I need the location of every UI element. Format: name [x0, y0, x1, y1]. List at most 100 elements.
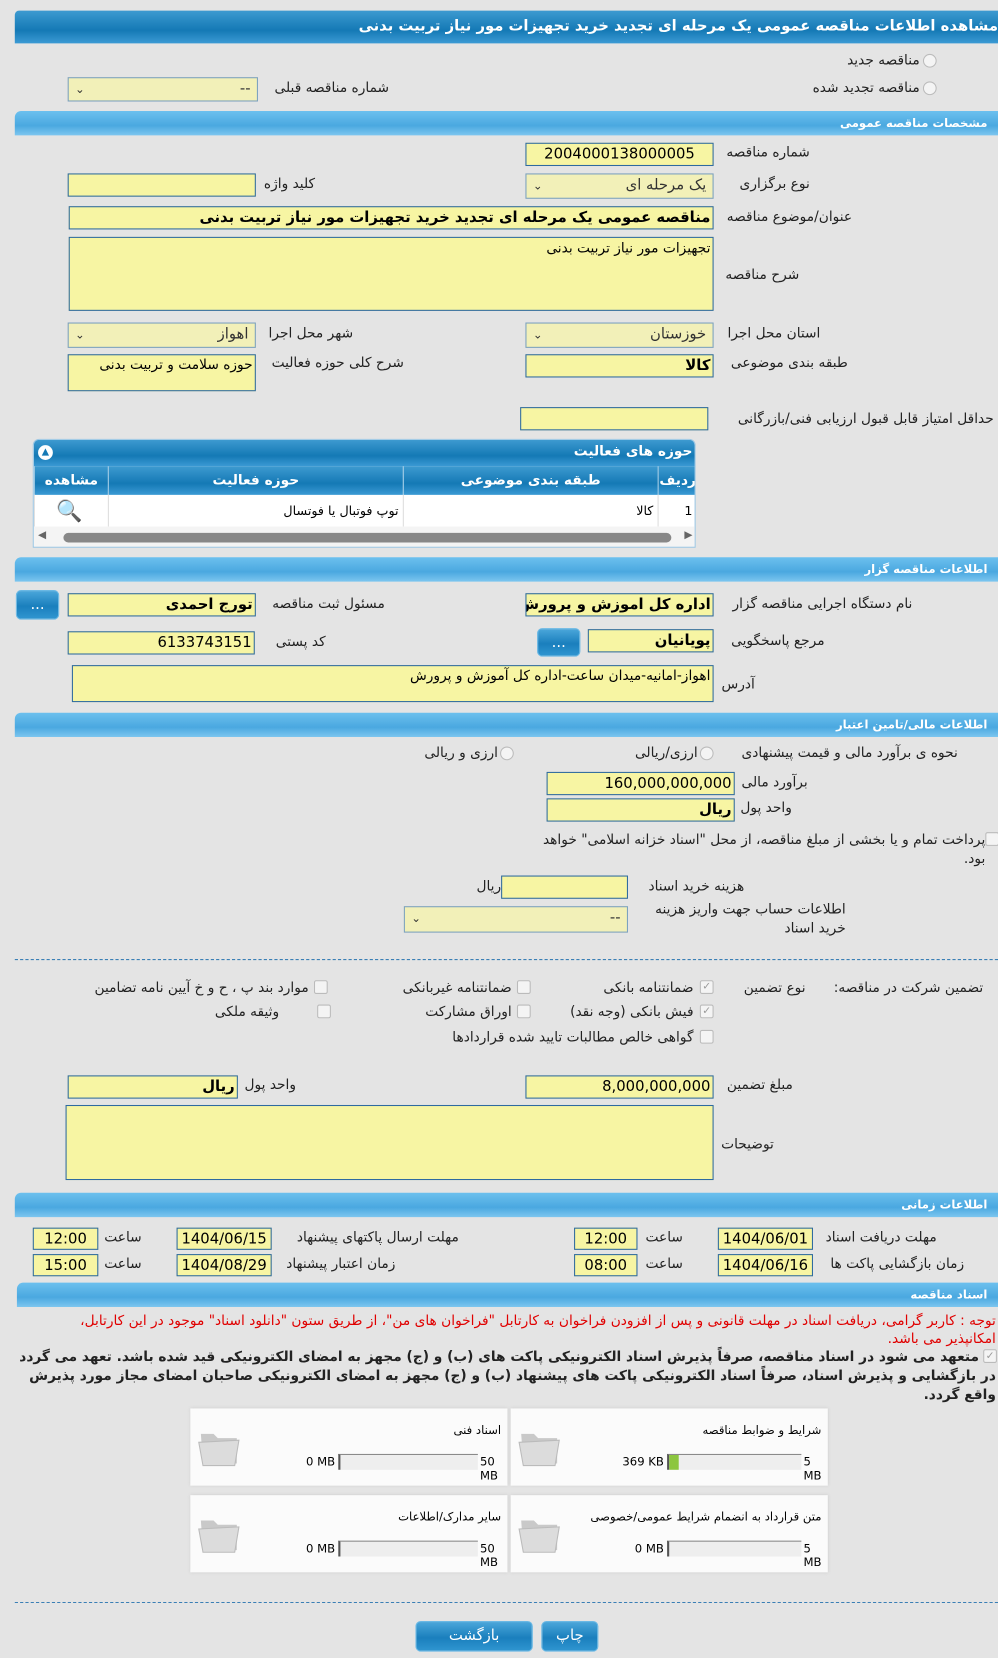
commitment-text: متعهد می شود در اسناد مناقصه، صرفاً پذیر… — [19, 1349, 996, 1404]
time-label: ساعت — [104, 1256, 142, 1273]
document-name: سایر مدارک/اطلاعات — [398, 1509, 502, 1524]
opening-time-field[interactable]: 08:00 — [574, 1254, 638, 1277]
currency-field[interactable]: ریال — [546, 798, 735, 822]
opening-field[interactable]: 1404/06/16 — [717, 1254, 813, 1277]
scroll-right-icon[interactable]: ▶ — [684, 529, 693, 542]
page-title-text: مشاهده اطلاعات مناقصه عمومی یک مرحله ای … — [358, 17, 998, 35]
notes-field[interactable] — [65, 1104, 714, 1181]
validity-field[interactable]: 1404/08/29 — [176, 1254, 272, 1277]
guarantee-amount-field[interactable]: 8,000,000,000 — [525, 1075, 714, 1099]
guarantee-option-regulation: موارد بند پ ، ح و خ آیین نامه تضامین — [94, 980, 309, 997]
document-card[interactable]: اسناد فنی 0 MB 50 MB — [190, 1408, 508, 1486]
guarantee-checkbox-property[interactable] — [317, 1004, 331, 1019]
opening-label: زمان بازگشایی پاکت ها — [830, 1256, 965, 1273]
collapse-icon[interactable]: ▲ — [38, 445, 53, 460]
organizer-label: نام دستگاه اجرایی مناقصه گزار — [732, 596, 913, 613]
tender-number-label: شماره مناقصه — [726, 144, 810, 161]
guarantee-option-nonbank: ضمانتنامه غیربانکی — [402, 980, 512, 997]
province-select[interactable]: خوزستان ⌄ — [525, 322, 714, 348]
doc-deadline-field[interactable]: 1404/06/01 — [717, 1227, 813, 1250]
guarantee-option-property: وثیقه ملکی — [214, 1004, 280, 1021]
account-label: اطلاعات حساب جهت واریز هزینه خرید اسناد — [655, 901, 846, 937]
guarantee-checkbox-regulation[interactable] — [313, 980, 328, 994]
keyword-label: کلید واژه — [263, 176, 316, 193]
tender-number-field[interactable]: 2004000138000005 — [525, 142, 714, 167]
city-select[interactable]: اهواز ⌄ — [67, 322, 256, 348]
document-card[interactable]: شرایط و ضوابط مناقصه 369 KB 5 MB — [510, 1408, 828, 1486]
chevron-down-icon: ⌄ — [75, 327, 85, 342]
guarantee-checkbox-receivables[interactable] — [699, 1029, 714, 1044]
guarantee-checkbox-bonds[interactable] — [516, 1004, 531, 1019]
document-name: متن قرارداد به انضمام شرایط عمومی/خصوصی — [590, 1509, 822, 1524]
min-score-label: حداقل امتیاز قابل قبول ارزیابی فنی/بازرگ… — [737, 411, 994, 428]
responsible-label: مسئول ثبت مناقصه — [272, 596, 385, 613]
renewed-tender-radio[interactable] — [922, 81, 937, 96]
currency-and-rial-radio[interactable] — [500, 746, 514, 761]
print-button[interactable]: چاپ — [541, 1620, 599, 1652]
submit-deadline-time-field[interactable]: 12:00 — [32, 1227, 99, 1250]
keyword-field[interactable] — [67, 173, 256, 197]
currency-rial-label: ارزی/ریالی — [634, 745, 698, 762]
prev-tender-select[interactable]: -- ⌄ — [67, 77, 258, 102]
document-card[interactable]: سایر مدارک/اطلاعات 0 MB 50 MB — [190, 1495, 508, 1573]
view-document-icon[interactable]: 🔍 — [33, 494, 108, 527]
documents-notice: توجه : کاربر گرامی، دریافت اسناد در مهلت… — [80, 1313, 996, 1348]
guarantee-option-receivables: گواهی خالص مطالبات تایید شده قراردادها — [452, 1029, 694, 1046]
estimate-label: برآورد مالی — [741, 775, 808, 791]
chevron-down-icon: ⌄ — [532, 178, 543, 193]
document-max-size: 50 MB — [479, 1454, 498, 1483]
category-label: طبقه بندی موضوعی — [730, 355, 848, 372]
guarantee-amount-label: مبلغ تضمین — [726, 1077, 793, 1094]
guarantee-label: تضمین شرکت در مناقصه: — [833, 980, 984, 997]
address-field[interactable]: اهواز-امانیه-میدان ساعت-اداره کل آموزش و… — [71, 665, 714, 703]
description-field[interactable]: تجهیزات مور نیاز تربیت بدنی — [68, 236, 714, 311]
guarantee-type-label: نوع تضمین — [743, 980, 806, 997]
new-tender-radio[interactable] — [922, 53, 937, 68]
doc-fee-unit: ریال — [476, 878, 502, 895]
back-button[interactable]: بازگشت — [415, 1620, 533, 1652]
folder-icon — [518, 1520, 560, 1553]
organizer-field[interactable]: اداره کل اموزش و پرورش اس — [525, 593, 714, 617]
guarantee-currency-field[interactable]: ریال — [67, 1075, 238, 1099]
treasury-checkbox[interactable] — [985, 832, 998, 846]
doc-deadline-time-field[interactable]: 12:00 — [574, 1227, 638, 1250]
min-score-field[interactable] — [520, 407, 709, 431]
section-timing: اطلاعات زمانی — [14, 1192, 998, 1218]
doc-fee-field[interactable] — [501, 875, 628, 899]
document-size-bar — [667, 1453, 802, 1470]
document-size-bar — [338, 1540, 478, 1557]
account-select[interactable]: -- ⌄ — [403, 906, 628, 933]
column-header-index: ردیف — [657, 466, 695, 495]
holding-type-select[interactable]: یک مرحله ای ⌄ — [525, 173, 714, 199]
table-cell-category: کالا — [402, 494, 658, 527]
postal-code-field[interactable]: 6133743151 — [67, 631, 255, 655]
document-size-bar — [667, 1540, 802, 1557]
submit-deadline-label: مهلت ارسال پاکتهای پیشنهاد — [296, 1229, 459, 1246]
document-card[interactable]: متن قرارداد به انضمام شرایط عمومی/خصوصی … — [510, 1495, 828, 1573]
estimate-method-label: نحوه ی برآورد مالی و قیمت پیشنهادی — [741, 745, 958, 762]
commitment-checkbox[interactable]: ✓ — [983, 1349, 997, 1363]
subject-field[interactable]: مناقصه عمومی یک مرحله ای تجدید خرید تجهی… — [68, 206, 714, 230]
document-used-size: 0 MB — [306, 1454, 336, 1469]
horizontal-scrollbar[interactable]: ◀ ▶ — [33, 526, 695, 547]
currency-label: واحد پول — [740, 800, 792, 817]
scroll-left-icon[interactable]: ◀ — [38, 529, 47, 542]
city-label: شهر محل اجرا — [268, 325, 354, 342]
responsible-more-button[interactable]: ... — [15, 590, 60, 620]
category-field[interactable]: کالا — [525, 354, 714, 378]
activity-desc-field[interactable]: حوزه سلامت و تربیت بدنی — [67, 354, 256, 392]
responsible-field[interactable]: تورج احمدی — [67, 593, 256, 617]
guarantee-checkbox-bank[interactable]: ✓ — [699, 980, 714, 994]
validity-time-field[interactable]: 15:00 — [32, 1254, 99, 1277]
section-documents: اسناد مناقصه — [16, 1282, 998, 1307]
section-finance: اطلاعات مالی/تامین اعتبار — [14, 712, 998, 738]
reference-field[interactable]: پویانیان — [587, 629, 714, 653]
doc-fee-label: هزینه خرید اسناد — [648, 878, 745, 895]
estimate-field[interactable]: 160,000,000,000 — [546, 771, 735, 796]
scrollbar-thumb[interactable] — [63, 532, 672, 543]
guarantee-checkbox-cash[interactable]: ✓ — [699, 1004, 714, 1019]
reference-more-button[interactable]: ... — [537, 628, 581, 657]
submit-deadline-field[interactable]: 1404/06/15 — [176, 1227, 272, 1250]
currency-rial-radio[interactable] — [699, 746, 714, 761]
guarantee-checkbox-nonbank[interactable] — [516, 980, 531, 994]
